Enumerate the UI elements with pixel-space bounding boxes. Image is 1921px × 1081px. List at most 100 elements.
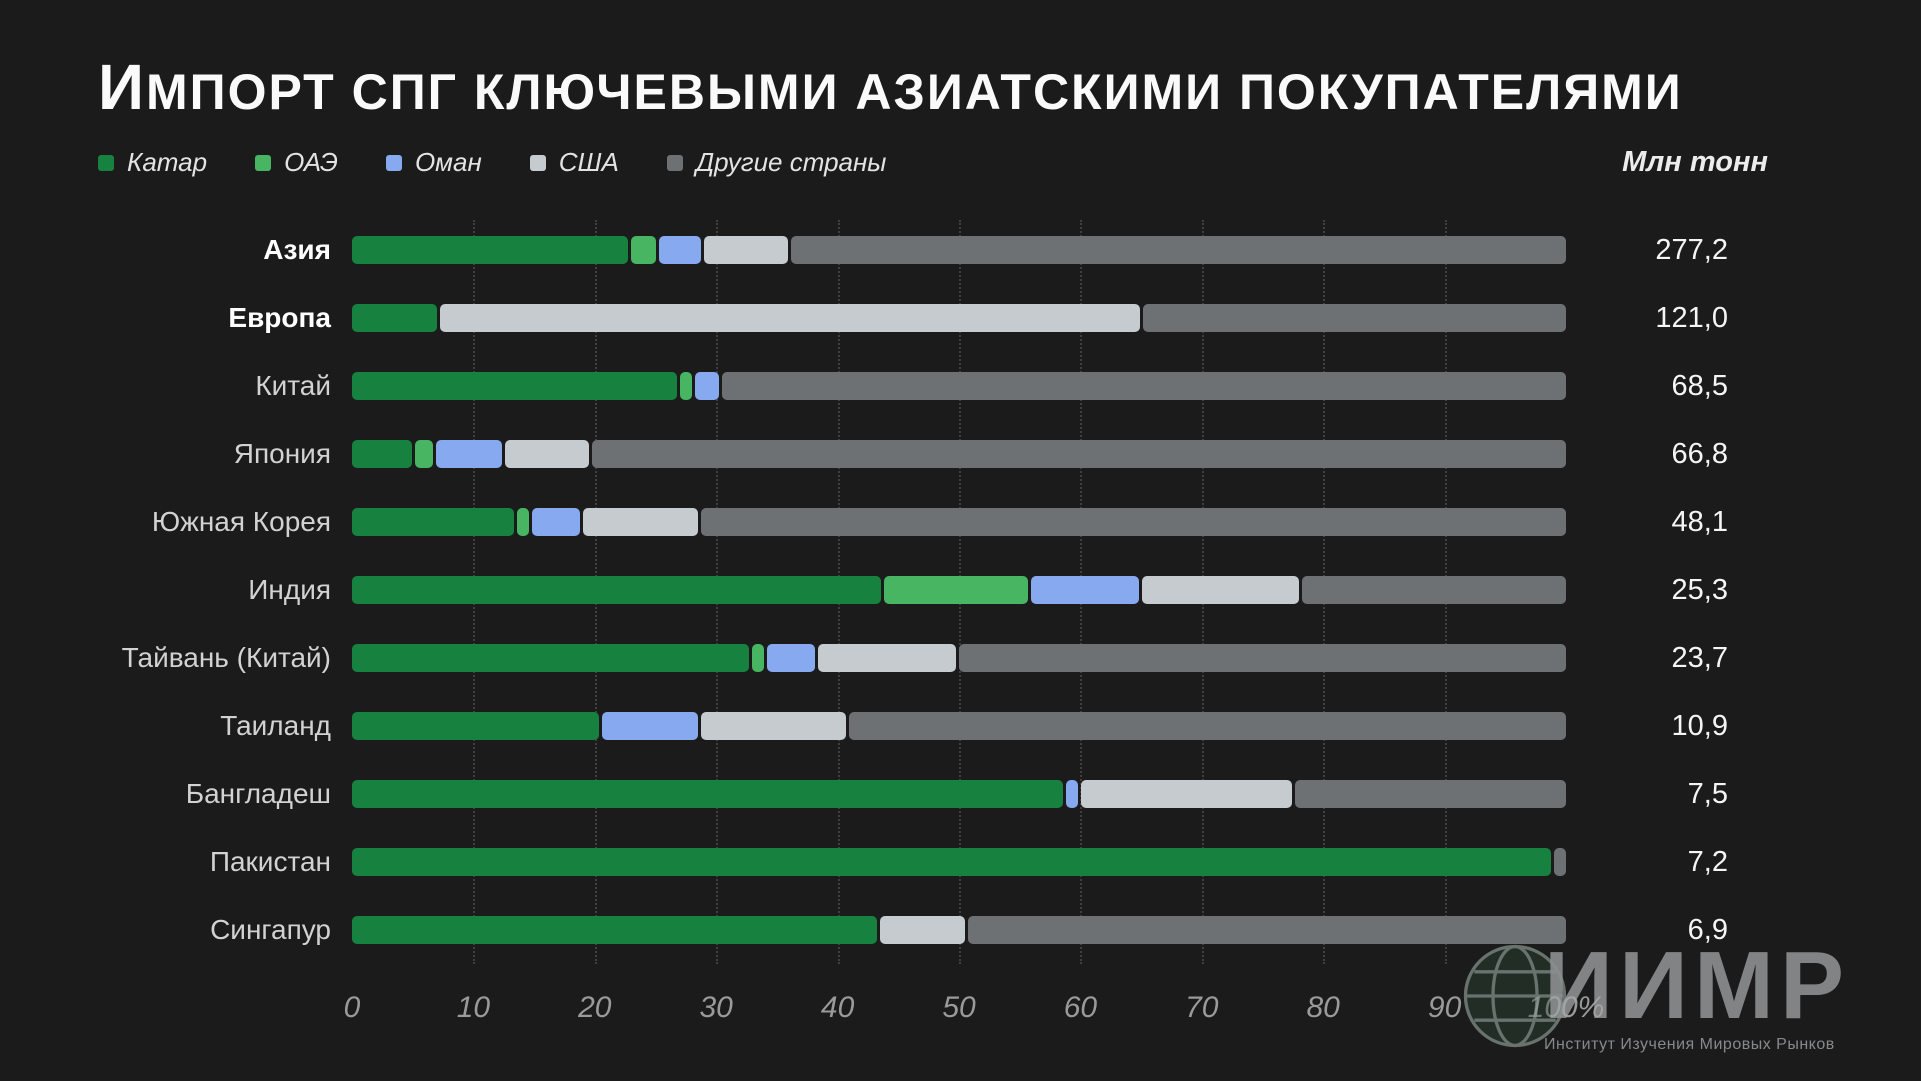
x-axis-tick: 50 [942, 991, 976, 1024]
x-axis-tick: 90 [1427, 991, 1462, 1024]
bar-segment-uae [415, 440, 434, 468]
bar-segment-oman [436, 440, 503, 468]
bar-segment-uae [680, 372, 693, 400]
row-label: Пакистан [209, 846, 331, 877]
legend-label: Оман [414, 147, 482, 177]
bar-segment-others [790, 236, 1566, 264]
legend-row: Катар ОАЭ Оман США Другие страны Млн тон… [98, 146, 1768, 179]
chart-row: Индия 25,3 [98, 556, 1728, 624]
legend: Катар ОАЭ Оман США Другие страны [98, 147, 886, 178]
row-bar [352, 372, 1566, 400]
bar-segment-usa [817, 644, 956, 672]
legend-swatch [385, 154, 402, 171]
x-axis-tick: 70 [1185, 991, 1219, 1024]
bar-segment-usa [703, 236, 788, 264]
legend-label: Катар [127, 147, 208, 177]
bar-segment-others [968, 916, 1566, 944]
bar-segment-qatar [352, 236, 629, 264]
bar-segment-oman [602, 712, 699, 740]
legend-swatch [255, 154, 272, 171]
row-value: 25,3 [1671, 573, 1728, 606]
legend-item: ОАЭ [255, 147, 338, 178]
legend-swatch [529, 154, 546, 171]
row-label: Тайвань (Китай) [121, 642, 331, 673]
row-label: Индия [248, 574, 331, 605]
bar-segment-oman [695, 372, 720, 400]
chart-row: Пакистан 7,2 [98, 828, 1728, 896]
chart-row: Япония 66,8 [98, 420, 1728, 488]
bar-segment-usa [701, 712, 847, 740]
bar-segment-qatar [352, 576, 881, 604]
bar-segment-oman [532, 508, 581, 536]
bar-segment-others [1553, 848, 1566, 876]
bar-segment-qatar [352, 848, 1551, 876]
bar-segment-oman [658, 236, 701, 264]
row-value: 10,9 [1671, 709, 1728, 742]
row-bar [352, 576, 1566, 604]
bar-segment-qatar [352, 916, 878, 944]
row-bar [352, 236, 1566, 264]
bar-segment-qatar [352, 644, 749, 672]
row-value: 48,1 [1671, 505, 1728, 538]
bar-segment-uae [517, 508, 530, 536]
row-label: Таиланд [220, 710, 331, 741]
legend-item: Оман [385, 147, 482, 178]
unit-label: Млн тонн [1622, 146, 1768, 178]
row-value: 66,8 [1671, 437, 1728, 470]
x-axis-tick: 10 [456, 991, 491, 1024]
row-label: Южная Корея [151, 506, 331, 537]
bar-segment-uae [883, 576, 1029, 604]
row-bar [352, 644, 1566, 672]
legend-swatch [666, 154, 683, 171]
bar-segment-usa [439, 304, 1141, 332]
row-value: 7,2 [1687, 845, 1728, 878]
row-bar [352, 712, 1566, 740]
bar-segment-qatar [352, 508, 515, 536]
legend-item: Другие страны [666, 147, 886, 178]
row-bar [352, 916, 1566, 944]
legend-item: Катар [98, 147, 207, 178]
x-axis-tick: 30 [699, 991, 733, 1024]
chart-row: Европа 121,0 [98, 284, 1728, 352]
bar-segment-others [592, 440, 1566, 468]
row-bar [352, 304, 1566, 332]
legend-label: США [558, 147, 619, 177]
x-axis-tick: 40 [820, 991, 855, 1024]
bar-segment-others [700, 508, 1566, 536]
x-axis-tick: 60 [1063, 991, 1098, 1024]
x-axis: 0 10 20 30 40 50 60 70 80 90 100% [344, 991, 1605, 1031]
chart-row: Китай 68,5 [98, 352, 1728, 420]
bar-segment-others [958, 644, 1566, 672]
chart-row: Азия 277,2 [98, 216, 1728, 284]
bar-segment-oman [766, 644, 815, 672]
bar-segment-usa [1081, 780, 1292, 808]
chart-row: Бангладеш 7,5 [98, 760, 1728, 828]
row-label: Китай [255, 370, 331, 401]
bar-segment-qatar [352, 440, 413, 468]
row-value: 68,5 [1671, 369, 1728, 402]
chart-row: Южная Корея 48,1 [98, 488, 1728, 556]
chart-row: Таиланд 10,9 [98, 692, 1728, 760]
bar-segment-qatar [352, 780, 1063, 808]
row-label: Сингапур [210, 914, 331, 945]
chart-row: Тайвань (Китай) 23,7 [98, 624, 1728, 692]
row-bar [352, 848, 1566, 876]
watermark-brand: ИИМР [1544, 932, 1850, 1039]
bar-segment-usa [880, 916, 966, 944]
row-value: 23,7 [1671, 641, 1728, 674]
watermark: ИИМР Институт Изучения Мировых Рынков [1460, 938, 1850, 1054]
bar-segment-qatar [352, 304, 437, 332]
row-bar [352, 440, 1566, 468]
legend-item: США [529, 147, 619, 178]
row-value: 7,5 [1687, 777, 1728, 810]
legend-label: ОАЭ [284, 147, 338, 177]
row-value: 277,2 [1655, 233, 1728, 266]
bar-segment-others [722, 372, 1566, 400]
chart-rows: Азия 277,2 Европа 121,0 Китай 68,5 Япони… [98, 216, 1728, 964]
bar-segment-usa [1142, 576, 1299, 604]
chart-title: Импорт СПГ ключевыми азиатскими покупате… [98, 51, 1683, 123]
bar-segment-qatar [352, 372, 678, 400]
x-axis-tick: 80 [1306, 991, 1340, 1024]
globe-icon [1463, 944, 1567, 1048]
